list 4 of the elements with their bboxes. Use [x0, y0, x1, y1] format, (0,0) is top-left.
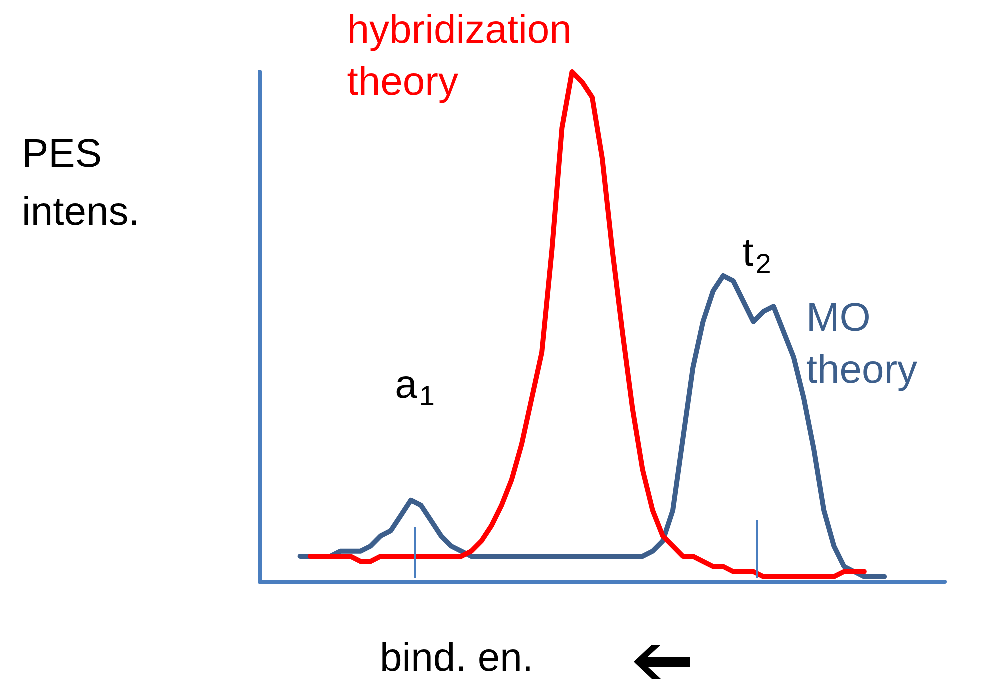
series-label: hybridization theory	[347, 8, 583, 104]
y-axis-title: PES intens.	[22, 132, 140, 234]
series-label: MO theory	[806, 296, 918, 392]
x-axis-title: bind. en.	[380, 636, 534, 680]
